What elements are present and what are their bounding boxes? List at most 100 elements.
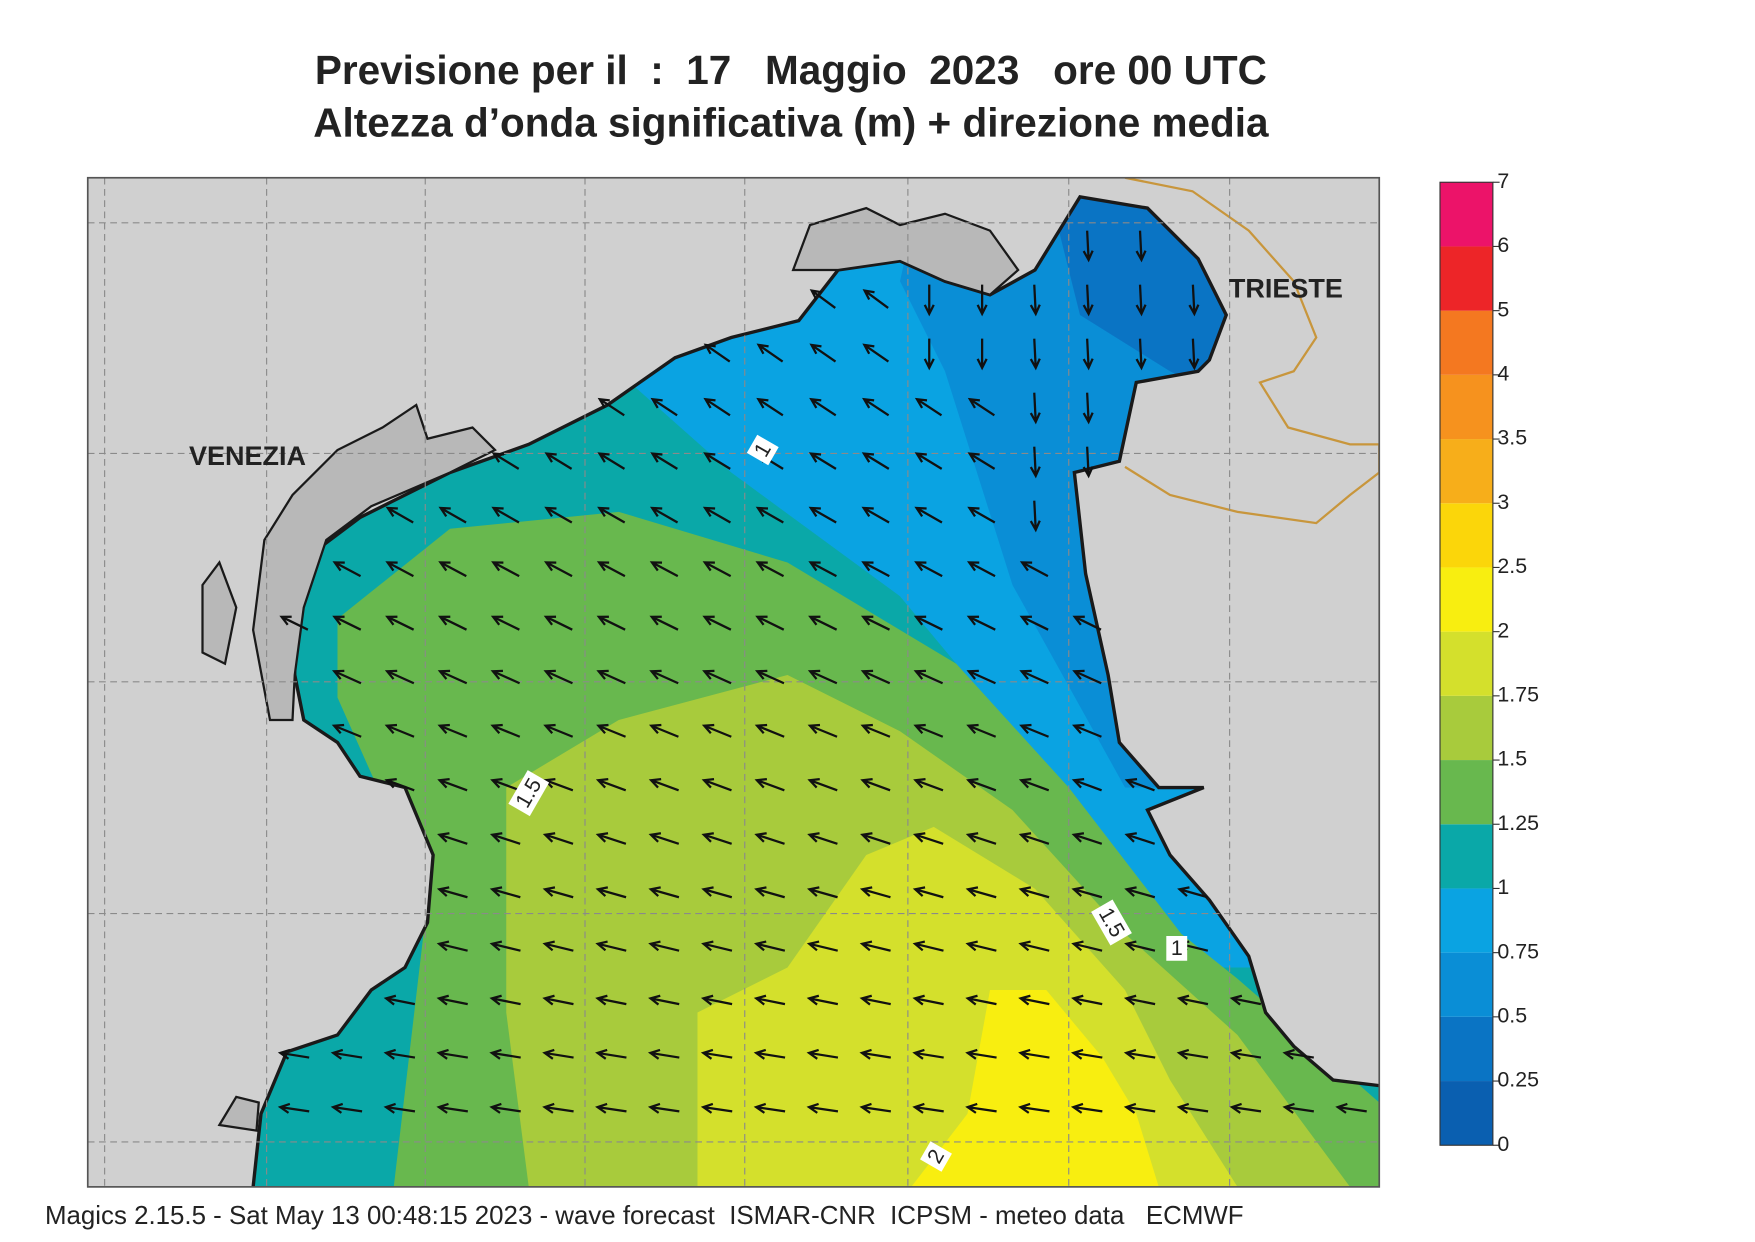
arrow — [755, 615, 785, 631]
arrow — [542, 940, 574, 952]
arrow — [702, 506, 732, 524]
arrow — [490, 777, 521, 792]
arrow — [1123, 1102, 1156, 1114]
arrow — [1176, 1102, 1209, 1114]
arrow — [1070, 1102, 1103, 1114]
place-label: TRIESTE — [1229, 273, 1343, 303]
grid-line — [87, 177, 1380, 1187]
arrow — [965, 1048, 997, 1060]
arrow — [1135, 338, 1147, 371]
arrow — [806, 1048, 839, 1060]
arrow — [753, 994, 786, 1006]
legend-tick-label: 0.5 — [1497, 1003, 1527, 1027]
arrow — [965, 994, 997, 1006]
arrow — [436, 1048, 468, 1060]
map-frame — [86, 176, 1381, 1188]
arrow — [1123, 1048, 1156, 1060]
arrow — [807, 777, 838, 792]
arrow — [1072, 723, 1102, 738]
arrow — [648, 777, 679, 792]
arrow — [965, 940, 997, 952]
arrow — [1229, 1102, 1262, 1114]
legend-band — [1440, 760, 1493, 825]
arrow — [384, 669, 415, 685]
arrow — [913, 615, 943, 631]
arrow — [966, 561, 996, 578]
arrow — [648, 940, 680, 952]
lagoon — [251, 403, 497, 722]
arrow — [701, 723, 732, 738]
arrow — [490, 669, 521, 685]
arrow — [806, 994, 839, 1006]
arrow — [543, 777, 574, 792]
arrow — [808, 452, 837, 470]
arrow — [544, 506, 573, 524]
arrow — [862, 397, 890, 417]
arrow — [806, 1102, 839, 1114]
contour-label: 1 — [746, 434, 779, 466]
arrow — [912, 886, 944, 899]
arrow — [1124, 777, 1155, 792]
arrow — [650, 452, 678, 470]
contour-label-box — [746, 434, 779, 466]
arrow — [649, 561, 679, 578]
arrow — [1071, 940, 1103, 952]
arrow — [595, 886, 627, 899]
arrow — [1123, 994, 1156, 1006]
arrow — [808, 506, 837, 524]
arrow — [912, 940, 944, 952]
arrow — [807, 886, 838, 899]
title: Previsione per il : 17 Maggio 2023 ore 0… — [315, 47, 1267, 93]
arrow — [1018, 777, 1050, 792]
arrow — [700, 1102, 733, 1114]
place-label: VENEZIA — [189, 441, 306, 471]
lagoon — [791, 206, 1020, 297]
arrow — [384, 777, 415, 792]
arrow — [1282, 1048, 1314, 1060]
arrow — [755, 506, 784, 524]
legend-tick-label: 2.5 — [1497, 554, 1527, 578]
arrow — [437, 669, 468, 685]
arrow — [1188, 284, 1200, 317]
arrow — [1082, 230, 1094, 263]
arrow — [1135, 230, 1147, 263]
arrow — [383, 994, 416, 1006]
arrow — [542, 1102, 574, 1114]
arrow — [965, 886, 997, 899]
arrow — [965, 1102, 997, 1114]
arrow — [1019, 615, 1049, 631]
arrow — [542, 1048, 574, 1060]
arrow — [701, 940, 733, 952]
arrow — [1082, 284, 1094, 317]
arrow — [437, 832, 468, 845]
arrow — [967, 452, 996, 470]
arrow — [914, 452, 943, 470]
arrow — [914, 397, 943, 417]
arrow — [1070, 1048, 1103, 1060]
legend-tick-label: 1.25 — [1497, 811, 1539, 835]
arrow — [859, 994, 891, 1006]
arrow — [489, 940, 521, 952]
arrow — [703, 343, 731, 363]
legend-band — [1440, 1016, 1493, 1082]
arrow — [1135, 284, 1147, 317]
arrow — [1229, 994, 1262, 1006]
arrow — [330, 1102, 363, 1114]
arrow — [1018, 940, 1050, 952]
arrow — [436, 1102, 469, 1114]
arrow — [595, 1102, 627, 1114]
arrow — [438, 561, 467, 578]
arrow — [1229, 1048, 1262, 1060]
arrow — [544, 452, 573, 470]
arrow — [914, 506, 943, 524]
arrow — [385, 615, 415, 631]
arrow — [277, 1102, 310, 1114]
zone — [911, 990, 1159, 1187]
arrow — [277, 1048, 310, 1060]
arrow — [438, 506, 467, 524]
arrow — [702, 615, 732, 631]
arrow — [1019, 669, 1049, 685]
legend-tick-label: 4 — [1497, 361, 1509, 385]
legend-tick-label: 5 — [1497, 297, 1509, 321]
arrow — [1177, 886, 1209, 899]
